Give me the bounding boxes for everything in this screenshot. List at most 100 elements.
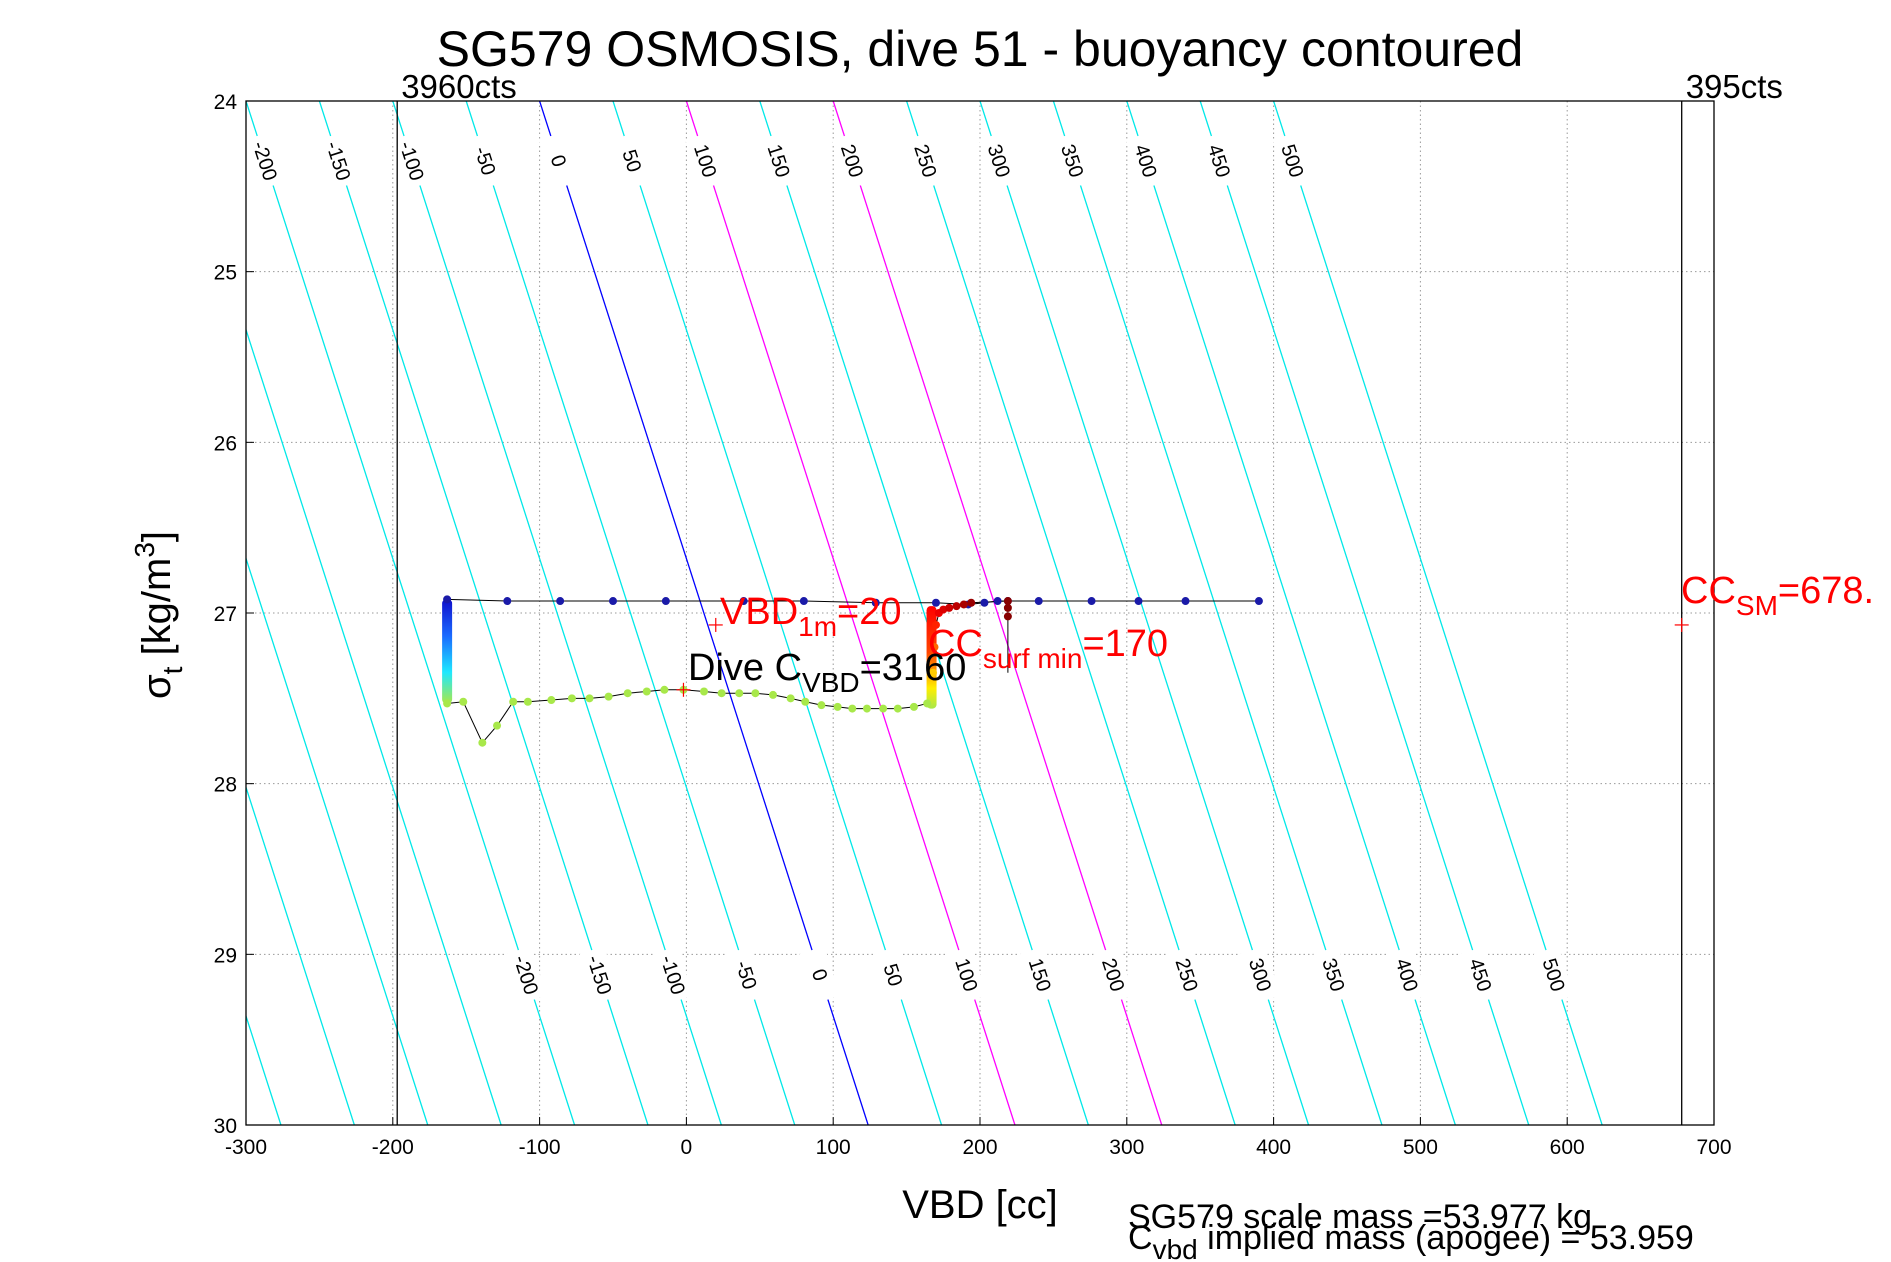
descent-point bbox=[1134, 597, 1143, 606]
contour-label-top-group: 0 bbox=[538, 132, 580, 190]
contour-label-bottom-bg bbox=[1019, 946, 1061, 1004]
vbd-1m-annotation: VBD1m=20 bbox=[720, 591, 902, 642]
descent-point bbox=[1254, 597, 1263, 606]
x-tick-label: -100 bbox=[519, 1136, 561, 1159]
contour-label-bottom-bg bbox=[726, 946, 767, 1004]
y-tick-label: 30 bbox=[214, 1115, 237, 1138]
descent-point bbox=[443, 595, 452, 604]
bottom-point bbox=[660, 685, 669, 694]
bottom-point bbox=[801, 697, 810, 706]
bottom-point bbox=[443, 699, 452, 708]
bottom-point bbox=[604, 692, 613, 701]
reference-markers bbox=[676, 617, 1689, 697]
bottom-point bbox=[879, 704, 888, 713]
descent-point bbox=[980, 598, 989, 607]
descent-point bbox=[1181, 597, 1190, 606]
descent-point bbox=[556, 597, 565, 606]
contour-label-top-bg bbox=[391, 132, 433, 190]
descent-point bbox=[661, 597, 670, 606]
bottom-point bbox=[567, 694, 576, 703]
contour-label-bottom-bg bbox=[1460, 946, 1501, 1004]
bottom-point bbox=[459, 697, 468, 706]
descent-point bbox=[609, 597, 617, 606]
contour-label-top-bg bbox=[611, 132, 653, 190]
contour-label-top-bg bbox=[1052, 132, 1093, 190]
contour-label-bottom-group: 0 bbox=[799, 946, 841, 1004]
y-tick-label: 29 bbox=[214, 944, 237, 967]
y-tick-label: 24 bbox=[214, 91, 238, 114]
footer-scale-mass: SG579 scale mass =53.977 kg bbox=[1128, 1198, 1592, 1236]
x-tick-label: 500 bbox=[1403, 1136, 1438, 1159]
ascent-point bbox=[945, 603, 954, 612]
contour-label-top-bg bbox=[1125, 132, 1167, 190]
contour-label-bottom-group: 50 bbox=[873, 946, 914, 1004]
dive-track bbox=[442, 595, 1263, 747]
ascent-column bbox=[926, 606, 937, 709]
contour-line bbox=[246, 785, 355, 1125]
y-tick-label: 25 bbox=[214, 262, 237, 285]
bottom-point bbox=[769, 690, 778, 699]
x-axis: -300 -200 -100 0 100 200 300 400 500 600 700 bbox=[225, 1117, 1732, 1159]
x-tick-label: 100 bbox=[816, 1136, 851, 1159]
contour-label-top-bg bbox=[978, 132, 1020, 190]
descent-point bbox=[1034, 597, 1043, 606]
bottom-point bbox=[923, 699, 932, 708]
bottom-point bbox=[509, 697, 518, 706]
contour-label-top-bg bbox=[538, 132, 580, 190]
x-tick-label: 600 bbox=[1550, 1136, 1585, 1159]
bottom-point bbox=[493, 721, 502, 730]
contour-label-top-bg bbox=[758, 132, 800, 190]
descent-point bbox=[931, 598, 940, 607]
x-tick-label: -200 bbox=[372, 1136, 414, 1159]
descent-point bbox=[799, 597, 808, 606]
contour-label-bottom-group: 350 bbox=[1313, 946, 1355, 1004]
x-tick-label: 0 bbox=[681, 1136, 693, 1159]
descent-point bbox=[739, 597, 748, 606]
max-limit-label: 395cts bbox=[1686, 68, 1783, 105]
bottom-point bbox=[585, 694, 594, 703]
ascent-point bbox=[929, 668, 938, 677]
footer-implied-mass: Cvbd implied mass (apogee) = 53.959 bbox=[1128, 1219, 1694, 1262]
contour-label-top-group: 250 bbox=[905, 132, 947, 190]
contour-line bbox=[246, 327, 502, 1125]
contour-label-top-bg bbox=[905, 132, 947, 190]
y-axis-label: σt [kg/m3] bbox=[129, 531, 188, 699]
x-tick-label: 200 bbox=[962, 1136, 997, 1159]
contour-label-bottom-bg bbox=[1166, 946, 1208, 1004]
ascent-point bbox=[959, 600, 968, 609]
x-tick-label: 400 bbox=[1256, 1136, 1291, 1159]
bottom-point bbox=[478, 738, 487, 747]
bottom-point bbox=[909, 702, 918, 711]
contour-label-top-bg bbox=[465, 132, 506, 190]
descent-point bbox=[1087, 597, 1096, 606]
vbd-limit-lines: 3960cts 395cts bbox=[396, 68, 1783, 1125]
x-tick-label: 700 bbox=[1696, 1136, 1731, 1159]
contour-label-top-bg bbox=[318, 132, 359, 190]
bottom-point bbox=[786, 694, 795, 703]
y-axis: 24 25 26 27 28 29 30 bbox=[214, 91, 254, 1138]
bottom-point bbox=[623, 689, 632, 698]
x-tick-label: 300 bbox=[1109, 1136, 1144, 1159]
bottom-point bbox=[817, 701, 826, 710]
bottom-point bbox=[717, 689, 726, 698]
contour-label-bottom-bg bbox=[579, 946, 621, 1004]
x-axis-label: VBD [cc] bbox=[902, 1183, 1058, 1227]
descent-point bbox=[993, 597, 1002, 606]
ascent-point bbox=[1003, 612, 1012, 621]
bottom-point bbox=[547, 696, 556, 705]
contour-label-top-group: 300 bbox=[978, 132, 1020, 190]
min-limit-label: 3960cts bbox=[401, 68, 517, 105]
contour-label-bottom-bg bbox=[799, 946, 841, 1004]
contour-label-top-bg bbox=[244, 132, 286, 190]
bottom-point bbox=[862, 704, 871, 713]
descent-point bbox=[503, 597, 512, 606]
contour-label-top-bg bbox=[832, 132, 873, 190]
bottom-point bbox=[523, 697, 532, 706]
dive-cvbd-annotation: Dive CVBD=3160 bbox=[688, 647, 966, 698]
contour-line bbox=[246, 556, 429, 1125]
contour-label-bottom-bg bbox=[1313, 946, 1355, 1004]
contour-label-top-bg bbox=[1199, 132, 1240, 190]
contour-label-bottom-bg bbox=[1093, 946, 1134, 1004]
contour-label-top-group: 400 bbox=[1125, 132, 1167, 190]
ascent-point bbox=[930, 643, 939, 652]
